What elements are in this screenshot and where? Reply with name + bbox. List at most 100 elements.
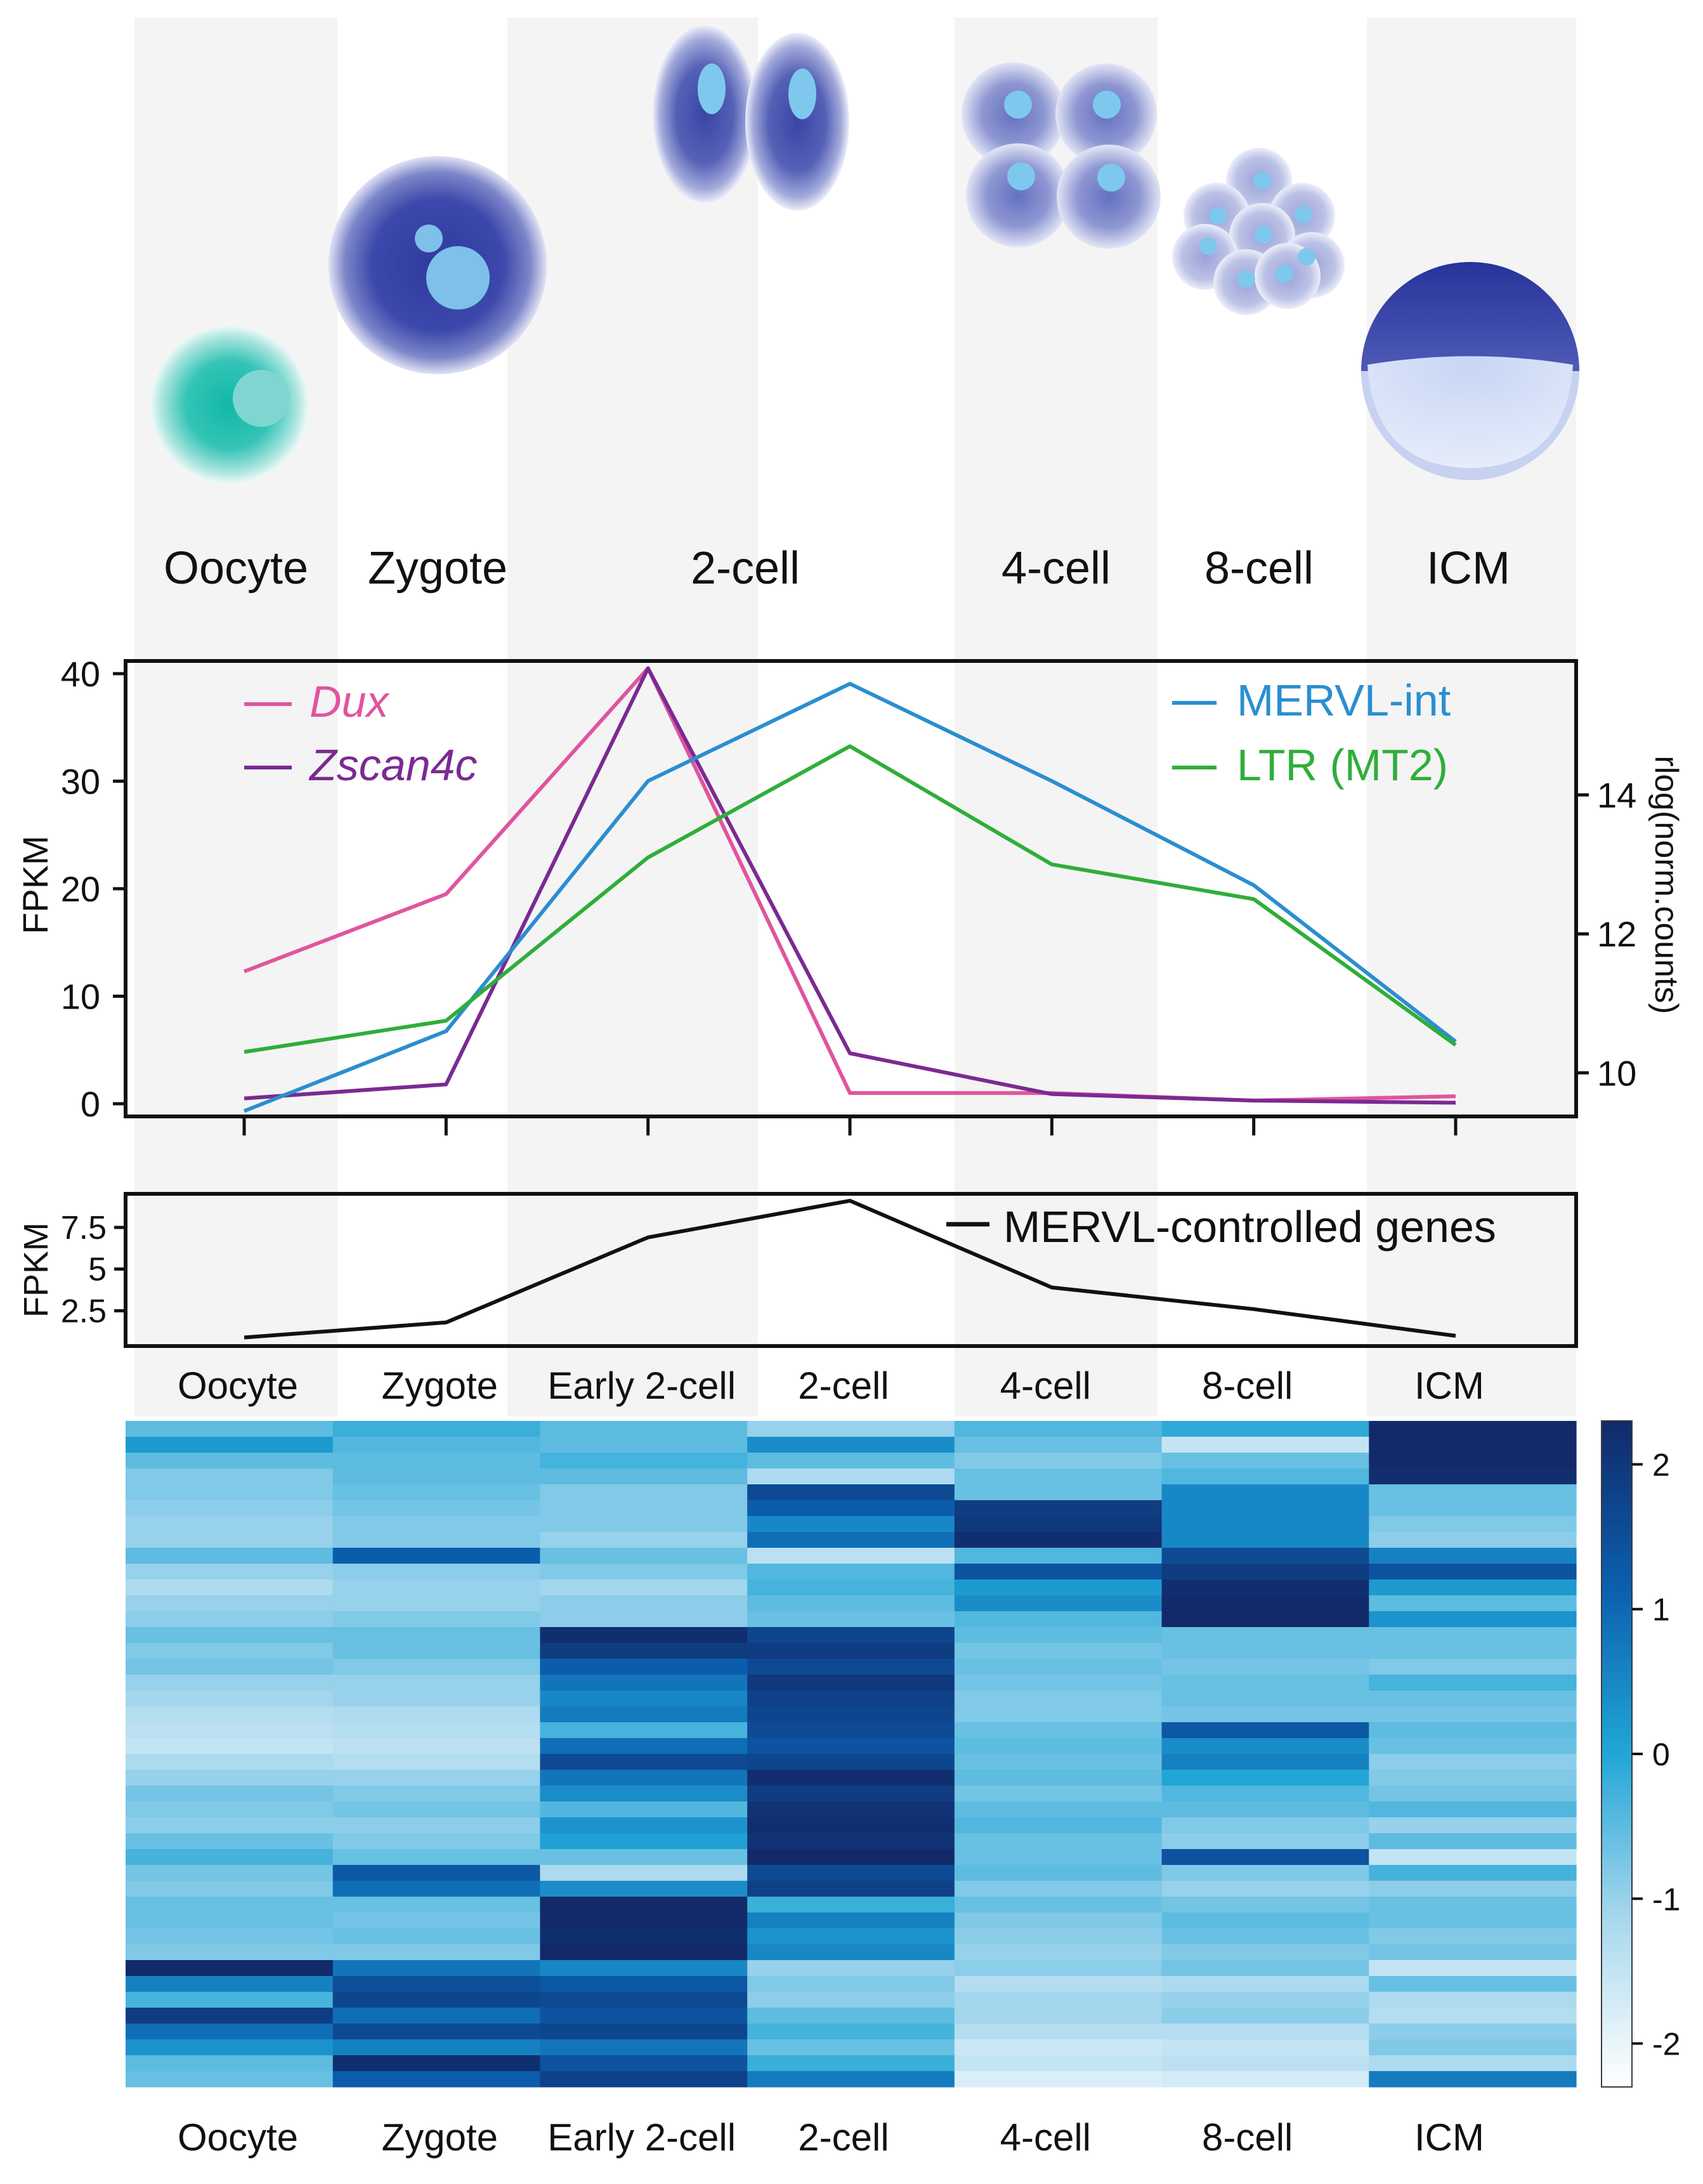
- heatmap-cell: [1369, 1770, 1577, 1786]
- stage-label-2cell: 2-cell: [691, 543, 800, 594]
- heatmap-cell: [747, 1722, 955, 1739]
- heatmap-cell: [1161, 1643, 1369, 1659]
- heatmap-cell: [1161, 1611, 1369, 1628]
- heatmap-cell: [1161, 1976, 1369, 1992]
- heatmap-cell: [126, 1579, 334, 1596]
- heatmap-cell: [747, 1976, 955, 1992]
- heatmap-cell: [540, 2055, 748, 2072]
- heatmap-cell: [126, 1516, 334, 1533]
- heatmap-cell: [954, 1548, 1163, 1564]
- heatmap-cell: [1161, 2024, 1369, 2040]
- heatmap-cell: [332, 1944, 541, 1961]
- heatmap-cell: [954, 1770, 1163, 1786]
- stripe-4cell: [955, 18, 1158, 1416]
- heatmap-cell: [747, 1564, 955, 1580]
- heatmap-cell: [540, 2071, 748, 2088]
- mervl-genes-xtick-label: Early 2-cell: [547, 1364, 736, 1407]
- heatmap-cell: [1161, 1833, 1369, 1850]
- heatmap-cell: [126, 1690, 334, 1707]
- heatmap-cell: [126, 1992, 334, 2008]
- heatmap-cell: [747, 2055, 955, 2072]
- heatmap-cell: [540, 1675, 748, 1691]
- heatmap-cell: [954, 1865, 1163, 1881]
- heatmap-cell: [1161, 1532, 1369, 1548]
- heatmap-cell: [747, 1532, 955, 1548]
- heatmap-cell: [540, 1897, 748, 1913]
- heatmap-cell: [332, 1453, 541, 1469]
- heatmap-cell: [126, 1976, 334, 1992]
- heatmap-cell: [1369, 1865, 1577, 1881]
- heatmap-cell: [126, 1881, 334, 1897]
- heatmap-cell: [540, 1960, 748, 1977]
- heatmap-cell: [954, 1706, 1163, 1723]
- series-line-zscan4c: [244, 666, 1456, 1105]
- heatmap-cell: [332, 1611, 541, 1628]
- heatmap-cell: [540, 1453, 748, 1469]
- heatmap-cell: [126, 1770, 334, 1786]
- heatmap-cell: [540, 1643, 748, 1659]
- heatmap-cell: [126, 1786, 334, 1802]
- heatmap-cell: [1369, 1706, 1577, 1723]
- heatmap-cell: [540, 1500, 748, 1517]
- heatmap-cell: [954, 1992, 1163, 2008]
- heatmap-cell: [332, 1976, 541, 1992]
- heatmap-cell: [1369, 1801, 1577, 1818]
- heatmap-cell: [1369, 1579, 1577, 1596]
- mervl-genes-xtick-label: Oocyte: [178, 1364, 298, 1407]
- heatmap-cell: [126, 1865, 334, 1881]
- heatmap-cell: [954, 1627, 1163, 1644]
- heatmap-cell: [540, 1722, 748, 1739]
- heatmap-cell: [540, 1579, 748, 1596]
- heatmap-cell: [954, 1833, 1163, 1850]
- heatmap-cell: [126, 1548, 334, 1564]
- heatmap-cell: [1369, 1484, 1577, 1501]
- heatmap-cell: [1161, 1738, 1369, 1755]
- heatmap-cell: [1161, 1690, 1369, 1707]
- expression-ytick-label: 10: [61, 977, 100, 1017]
- heatmap-cell: [332, 1801, 541, 1818]
- heatmap-cell: [954, 1675, 1163, 1691]
- expression-ytick-label: 20: [61, 869, 100, 909]
- heatmap-cell: [332, 1548, 541, 1564]
- heatmap-cell: [954, 1913, 1163, 1929]
- stage-label-icm: ICM: [1426, 543, 1510, 594]
- heatmap-cell: [332, 1833, 541, 1850]
- heatmap-cell: [954, 1817, 1163, 1834]
- heatmap-cell: [1161, 1453, 1369, 1469]
- heatmap-cell: [747, 1960, 955, 1977]
- heatmap-cell: [126, 1421, 334, 1437]
- heatmap-cell: [126, 1801, 334, 1818]
- heatmap-cell: [126, 1659, 334, 1675]
- heatmap-cell: [1161, 2055, 1369, 2072]
- heatmap-cell: [540, 1849, 748, 1866]
- heatmap-cell: [1161, 1675, 1369, 1691]
- stripe-oocyte: [134, 18, 337, 1416]
- heatmap-cell: [1161, 1548, 1369, 1564]
- mervl-genes-ytick-label: 7.5: [61, 1210, 107, 1246]
- heatmap-cell: [332, 2071, 541, 2088]
- heatmap-cell: [332, 2008, 541, 2024]
- heatmap-cell: [1369, 1849, 1577, 1866]
- heatmap-cell: [126, 1611, 334, 1628]
- heatmap-cell: [747, 1595, 955, 1612]
- heatmap-cell: [1369, 1643, 1577, 1659]
- heatmap-cell: [1161, 1595, 1369, 1612]
- heatmap-cell: [332, 1913, 541, 1929]
- heatmap-cell: [126, 1960, 334, 1977]
- heatmap-cell: [332, 1468, 541, 1485]
- two-cell-embryo-icon: [653, 25, 849, 211]
- stripe-early-2cell: [507, 18, 758, 1416]
- heatmap-cell: [954, 1786, 1163, 1802]
- heatmap-cell: [540, 1516, 748, 1533]
- heatmap-cell: [1161, 1960, 1369, 1977]
- heatmap-cell: [747, 1817, 955, 1834]
- oocyte-icon: [150, 325, 309, 484]
- heatmap-cell: [747, 1786, 955, 1802]
- heatmap-cell: [1369, 1817, 1577, 1834]
- heatmap-cell: [332, 1437, 541, 1453]
- heatmap-cell: [954, 1754, 1163, 1770]
- heatmap-cell: [1369, 1992, 1577, 2008]
- heatmap-cell: [126, 1849, 334, 1866]
- heatmap-cell: [1369, 1944, 1577, 1961]
- heatmap-cell: [126, 1897, 334, 1913]
